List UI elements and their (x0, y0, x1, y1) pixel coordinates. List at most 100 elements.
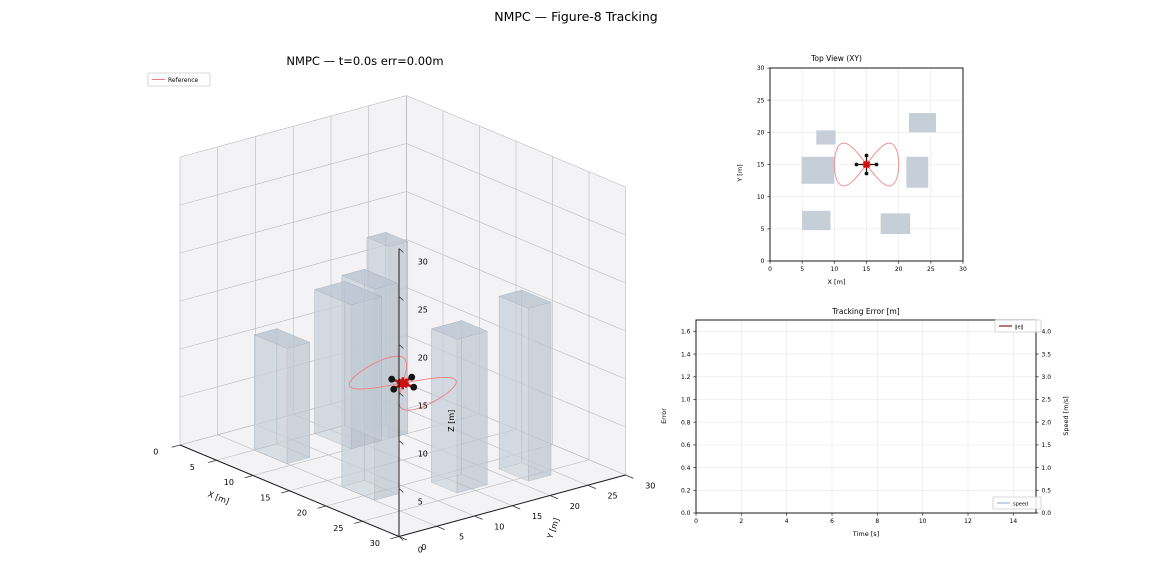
panel-3d-trajectory[interactable]: 0 5 10 15 20 25 30 X [m] 0 5 10 15 20 25 30 Y [m] 0 5 10 15… (120, 45, 655, 555)
svg-text:10: 10 (757, 194, 765, 201)
legend-error-bottom[interactable]: speed (992, 496, 1042, 510)
svg-text:5: 5 (190, 463, 195, 472)
svg-text:30: 30 (959, 266, 967, 273)
svg-text:25: 25 (418, 306, 428, 315)
plot-topview-svg: Top View (XY) 0 5 10 15 20 25 30 0 5 10 15 20 25 30 X… (736, 54, 967, 286)
svg-text:Z [m]: Z [m] (447, 410, 456, 432)
legend-3d-box (147, 72, 211, 87)
svg-text:10: 10 (418, 450, 428, 459)
svg-text:15: 15 (532, 512, 542, 521)
rotor-icon (854, 162, 859, 167)
plot-error-svg: Tracking Error [m] 0 2 4 6 8 10 12 14 0.0 0.2 0.4 0… (660, 307, 1070, 538)
svg-text:0.0: 0.0 (681, 510, 691, 517)
obstacle-rect (802, 210, 831, 231)
svg-text:2.5: 2.5 (1042, 397, 1052, 404)
svg-text:8: 8 (875, 518, 879, 525)
legend-3d[interactable]: Reference (147, 72, 211, 87)
svg-text:1.4: 1.4 (681, 351, 691, 358)
svg-text:30: 30 (757, 65, 765, 72)
svg-text:0.2: 0.2 (681, 487, 691, 494)
svg-text:10: 10 (831, 266, 839, 273)
svg-text:1.0: 1.0 (681, 397, 691, 404)
svg-text:6: 6 (830, 518, 834, 525)
legend-error-speed-label: speed (1013, 502, 1028, 508)
obstacle-rect (816, 130, 836, 145)
svg-text:12: 12 (964, 518, 972, 525)
svg-text:5: 5 (761, 226, 765, 233)
svg-text:2: 2 (739, 518, 743, 525)
svg-text:15: 15 (260, 493, 270, 502)
svg-text:20: 20 (418, 354, 428, 363)
svg-text:0: 0 (153, 448, 158, 457)
svg-text:14: 14 (1010, 518, 1018, 525)
svg-text:20: 20 (895, 266, 903, 273)
legend-error-norm-label: ‖e‖ (1015, 325, 1023, 331)
svg-text:25: 25 (607, 492, 617, 501)
obstacle-rect (880, 213, 911, 234)
panel-tracking-error[interactable]: Tracking Error [m] 0 2 4 6 8 10 12 14 0.0 0.2 0.4 0… (650, 298, 1090, 548)
svg-text:25: 25 (927, 266, 935, 273)
subplot-title-3d: NMPC — t=0.0s err=0.00m (286, 54, 443, 68)
topview-ylabel: Y [m] (736, 164, 744, 182)
svg-text:3.5: 3.5 (1042, 351, 1052, 358)
rotor-icon (408, 373, 416, 381)
svg-text:15: 15 (863, 266, 871, 273)
svg-text:25: 25 (757, 97, 765, 104)
obstacle-rect (801, 156, 835, 184)
error-ylabel-right: Speed [m/s] (1062, 396, 1070, 435)
rotor-icon (388, 375, 396, 383)
svg-text:X [m]: X [m] (207, 490, 231, 507)
svg-text:1.6: 1.6 (681, 329, 691, 336)
subplot-title-error: Tracking Error [m] (831, 307, 900, 316)
svg-text:5: 5 (800, 266, 804, 273)
svg-text:25: 25 (333, 524, 343, 533)
obstacle-rect (908, 113, 936, 133)
svg-text:15: 15 (418, 402, 428, 411)
obstacle-box (253, 328, 311, 465)
svg-text:0: 0 (694, 518, 698, 525)
svg-text:0: 0 (761, 258, 765, 265)
svg-text:5: 5 (459, 533, 464, 542)
rotor-icon (864, 171, 869, 176)
svg-text:30: 30 (418, 258, 428, 267)
subplot-title-topview: Top View (XY) (810, 54, 862, 63)
drone-marker-3d[interactable] (388, 373, 418, 393)
svg-text:0.0: 0.0 (1042, 510, 1052, 517)
drone-marker-topview[interactable] (854, 153, 879, 176)
obstacle-box (313, 281, 383, 450)
svg-text:20: 20 (297, 509, 307, 518)
svg-text:0.8: 0.8 (681, 419, 691, 426)
svg-text:10: 10 (224, 478, 234, 487)
svg-text:4: 4 (785, 518, 789, 525)
rotor-icon (390, 385, 398, 393)
rotor-icon (864, 153, 869, 158)
error-xlabel: Time [s] (852, 530, 879, 538)
svg-text:0.5: 0.5 (1042, 487, 1052, 494)
obstacle-box (498, 289, 552, 482)
svg-text:20: 20 (757, 130, 765, 137)
error-ylabel-left: Error (660, 408, 668, 424)
svg-text:3.0: 3.0 (1042, 374, 1052, 381)
panel-top-view[interactable]: Top View (XY) 0 5 10 15 20 25 30 0 5 10 15 20 25 30 X… (720, 45, 990, 300)
svg-text:Y [m]: Y [m] (545, 517, 561, 541)
obstacle-rect (906, 156, 929, 188)
svg-text:0.4: 0.4 (681, 465, 691, 472)
svg-text:30: 30 (370, 539, 380, 548)
svg-text:10: 10 (919, 518, 927, 525)
topview-xlabel: X [m] (828, 278, 846, 286)
svg-text:0.6: 0.6 (681, 442, 691, 449)
obstacle-box (430, 320, 488, 494)
rotor-icon (410, 383, 418, 391)
legend-error-top[interactable]: ‖e‖ (994, 319, 1042, 333)
figure-title: NMPC — Figure-8 Tracking (494, 9, 658, 24)
svg-text:2.0: 2.0 (1042, 419, 1052, 426)
legend-3d-reference-label: Reference (168, 77, 199, 84)
legend-error-bottom-box (992, 496, 1042, 510)
svg-text:15: 15 (757, 162, 765, 169)
svg-text:1.2: 1.2 (681, 374, 691, 381)
svg-text:4.0: 4.0 (1042, 329, 1052, 336)
svg-text:10: 10 (494, 522, 504, 531)
svg-text:1.0: 1.0 (1042, 465, 1052, 472)
